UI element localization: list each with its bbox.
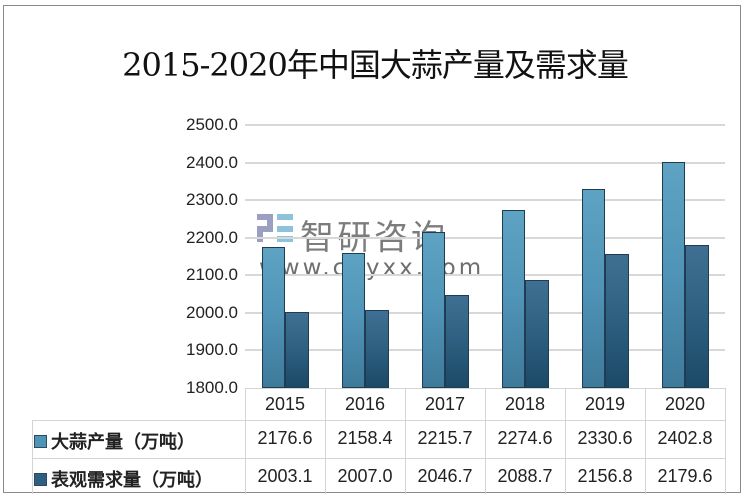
- table-header-year: 2016: [344, 394, 386, 414]
- table-line: [645, 388, 646, 494]
- bar-demand-2019: [605, 253, 629, 388]
- table-line: [32, 420, 725, 421]
- table-header-year: 2019: [584, 394, 626, 414]
- table-cell: 2003.1: [257, 466, 313, 486]
- bar-production-2018: [502, 209, 525, 388]
- y-tick-label: 2000.0: [186, 302, 238, 322]
- bar-demand-2016: [365, 310, 389, 388]
- table-line: [725, 388, 726, 494]
- table-cell: 2330.6: [577, 428, 633, 448]
- table-cell: 2176.6: [257, 428, 313, 448]
- bar-demand-2020: [685, 245, 709, 388]
- table-line: [485, 388, 486, 494]
- table-cell: 2046.7: [417, 466, 473, 486]
- table-cell: 2088.7: [497, 466, 553, 486]
- table-line: [32, 458, 725, 459]
- y-tick-label: 2100.0: [186, 265, 238, 285]
- table-cell: 2156.8: [577, 466, 633, 486]
- gridline: [245, 274, 725, 277]
- bar-production-2020: [662, 161, 685, 388]
- y-tick-label: 2200.0: [186, 227, 238, 247]
- gridline: [245, 199, 725, 202]
- table-header-year: 2015: [264, 394, 306, 414]
- y-tick-label: 2300.0: [186, 190, 238, 210]
- chart-title: 2015-2020年中国大蒜产量及需求量: [122, 46, 629, 84]
- legend-swatch-icon: [34, 472, 47, 486]
- table-cell: 2215.7: [417, 428, 473, 448]
- table-line: [325, 388, 326, 494]
- table-cell: 2007.0: [337, 466, 393, 486]
- bar-production-2016: [342, 253, 365, 388]
- table-cell: 2179.6: [657, 466, 713, 486]
- table-row-label: 大蒜产量（万吨）: [34, 428, 195, 454]
- bar-production-2017: [422, 231, 445, 388]
- bar-demand-2015: [285, 311, 309, 388]
- table-cell: 2158.4: [337, 428, 393, 448]
- chart-frame: [3, 5, 741, 493]
- legend-label: 大蒜产量（万吨）: [51, 432, 195, 453]
- y-tick-label: 2500.0: [186, 115, 238, 134]
- gridline: [245, 236, 725, 239]
- y-tick-label: 1900.0: [186, 340, 238, 360]
- bar-demand-2018: [525, 279, 549, 388]
- bar-production-2015: [262, 246, 285, 388]
- table-header-year: 2020: [664, 394, 706, 414]
- bar-production-2019: [582, 188, 605, 388]
- bar-demand-2017: [445, 295, 469, 388]
- gridline: [245, 349, 725, 352]
- table-line: [32, 420, 33, 494]
- gridline: [245, 161, 725, 164]
- table-cell: 2402.8: [657, 428, 713, 448]
- gridline: [245, 124, 725, 126]
- table-row-label: 表观需求量（万吨）: [34, 466, 213, 492]
- table-header-year: 2017: [424, 394, 466, 414]
- legend-swatch-icon: [34, 434, 47, 448]
- table-line: [245, 388, 246, 494]
- table-line: [405, 388, 406, 494]
- table-line: [565, 388, 566, 494]
- gridline: [245, 311, 725, 314]
- table-cell: 2274.6: [497, 428, 553, 448]
- y-tick-label: 1800.0: [186, 378, 238, 397]
- legend-label: 表观需求量（万吨）: [51, 470, 213, 491]
- y-tick-label: 2400.0: [186, 152, 238, 172]
- table-header-year: 2018: [504, 394, 546, 414]
